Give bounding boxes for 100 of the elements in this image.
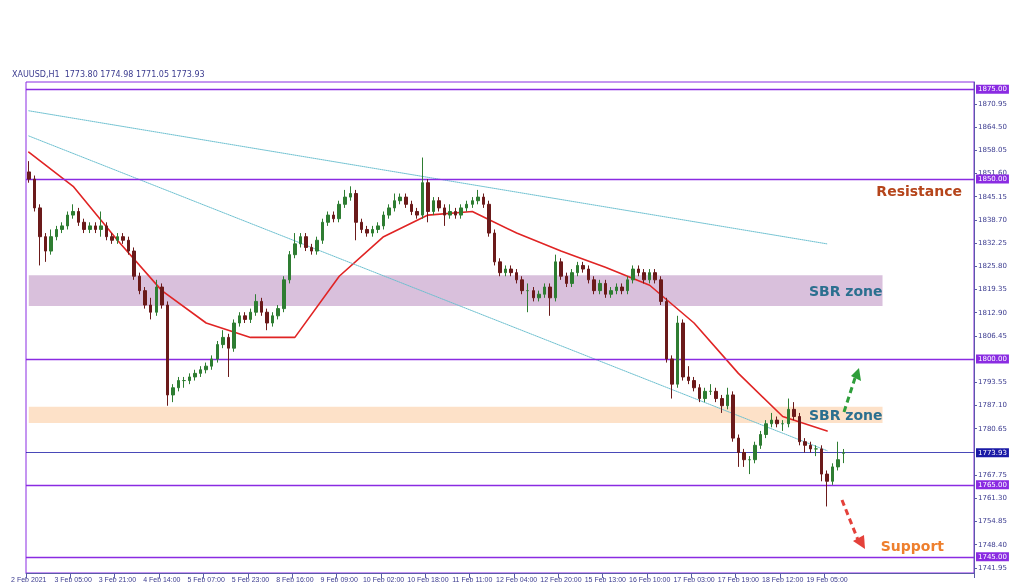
- candlestick: [559, 257, 563, 281]
- candlestick: [354, 189, 358, 241]
- candlestick: [526, 282, 529, 313]
- candlestick: [587, 264, 590, 284]
- candlestick: [498, 257, 502, 277]
- candlestick: [94, 221, 97, 234]
- candlestick: [443, 203, 446, 227]
- candlestick: [476, 189, 480, 205]
- candlestick: [803, 437, 807, 453]
- candlestick: [99, 210, 103, 238]
- candlestick: [775, 416, 779, 428]
- candlestick: [471, 196, 474, 209]
- candlestick: [798, 412, 801, 446]
- candlestick: [648, 268, 651, 284]
- candlestick: [714, 387, 718, 403]
- band-label: SBR zone: [808, 282, 883, 299]
- candlestick: [598, 279, 602, 295]
- candlestick: [265, 308, 269, 331]
- candlestick: [310, 243, 313, 256]
- candlestick: [321, 218, 324, 245]
- candlestick: [670, 354, 674, 400]
- candlestick: [155, 279, 158, 317]
- candlestick: [387, 203, 391, 220]
- candlestick: [404, 193, 408, 209]
- candlestick: [127, 236, 130, 256]
- candlestick: [60, 221, 64, 234]
- candlestick: [764, 419, 768, 439]
- candlestick: [520, 275, 524, 295]
- candlestick: [532, 286, 535, 302]
- candlestick: [216, 340, 219, 364]
- candlestick: [44, 232, 47, 263]
- annotation: Resistance: [876, 183, 962, 199]
- candlestick: [282, 275, 286, 313]
- candlestick: [604, 279, 607, 299]
- candlestick: [642, 268, 646, 284]
- candlestick: [227, 333, 230, 378]
- candlestick: [659, 275, 663, 306]
- candlestick: [221, 329, 225, 349]
- candlestick: [365, 225, 369, 238]
- candlestick: [631, 264, 635, 284]
- candlestick: [753, 441, 757, 464]
- candlestick: [326, 210, 330, 227]
- candlestick: [459, 203, 463, 220]
- candlestick: [637, 264, 640, 277]
- candlestick: [116, 232, 119, 245]
- candlestick: [199, 365, 202, 378]
- candlestick: [742, 448, 746, 468]
- candlestick: [88, 221, 92, 234]
- candlestick: [232, 318, 236, 353]
- candlestick: [548, 282, 552, 317]
- candlestick: [509, 264, 513, 277]
- candlestick: [626, 275, 629, 295]
- candlestick: [293, 232, 297, 259]
- candlestick: [537, 290, 541, 302]
- candlestick: [49, 228, 53, 256]
- candlestick: [565, 272, 568, 288]
- candlestick: [437, 196, 441, 212]
- candlestick: [299, 232, 302, 248]
- candlestick: [177, 376, 180, 392]
- candlestick: [243, 311, 247, 324]
- candlestick: [703, 387, 707, 403]
- candlestick: [665, 297, 668, 364]
- candlestick: [487, 200, 491, 238]
- candlestick: [570, 268, 574, 288]
- candlestick: [166, 300, 169, 407]
- candlestick: [720, 394, 724, 414]
- candlestick: [188, 372, 191, 385]
- candlestick: [132, 246, 136, 281]
- candlestick: [482, 193, 485, 209]
- candlestick: [581, 261, 585, 274]
- candlestick: [543, 282, 546, 299]
- candlestick: [360, 218, 363, 234]
- candlestick: [382, 210, 385, 230]
- candlestick: [454, 207, 457, 220]
- candlestick: [210, 354, 213, 371]
- candlestick: [726, 387, 729, 410]
- candlestick: [315, 236, 319, 256]
- candlestick: [304, 232, 308, 252]
- candlestick: [276, 304, 280, 320]
- candlestick: [759, 430, 762, 450]
- candlestick: [421, 157, 424, 220]
- candlestick: [337, 200, 341, 223]
- candlestick: [66, 210, 69, 230]
- candlestick: [393, 193, 396, 212]
- candlestick: [515, 268, 518, 284]
- candlestick: [842, 448, 845, 464]
- candlestick: [432, 196, 435, 216]
- candlestick: [737, 434, 740, 468]
- candlestick: [609, 286, 613, 299]
- candlestick: [692, 376, 696, 392]
- candlestick: [836, 441, 840, 471]
- candlestick: [615, 282, 618, 295]
- candlestick: [238, 311, 241, 328]
- candlestick: [77, 207, 80, 227]
- candlestick: [121, 232, 125, 245]
- candlestick: [254, 293, 258, 317]
- candlestick: [143, 286, 147, 310]
- candlestick: [748, 455, 751, 475]
- candlestick: [398, 193, 402, 205]
- candlestick: [576, 261, 579, 277]
